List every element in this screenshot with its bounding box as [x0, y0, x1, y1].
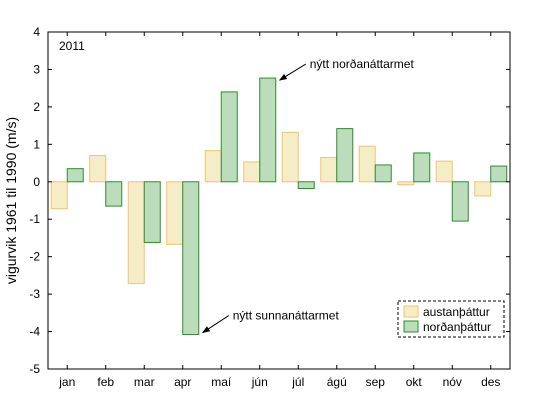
- y-tick-label: 0: [33, 175, 40, 189]
- y-tick-label: -1: [29, 212, 40, 226]
- y-tick-label: -3: [29, 287, 40, 301]
- annotation-arrow: [201, 315, 230, 334]
- x-tick-label-nóv: nóv: [443, 375, 462, 389]
- y-tick-label: 3: [33, 62, 40, 76]
- x-tick-label-maí: maí: [211, 375, 232, 389]
- x-tick-label-jan: jan: [58, 375, 75, 389]
- y-tick-label: 1: [33, 137, 40, 151]
- bar-austan-apr: [166, 181, 184, 245]
- bar-nordan-des: [490, 165, 508, 183]
- x-tick-label-júl: júl: [291, 375, 304, 389]
- bar-nordan-ágú: [336, 128, 354, 183]
- legend-label-nordan: norðanþáttur: [423, 320, 491, 334]
- x-tick-label-apr: apr: [174, 375, 191, 389]
- x-tick-label-mar: mar: [134, 375, 155, 389]
- plot-area: [47, 31, 511, 370]
- axes: -5 -4 -3 -2 -1 0 1 2 3 4 jan feb mar apr maí jún júl ágú s…: [29, 25, 510, 389]
- annotations: nýtt norðanáttarmet nýtt sunnanáttarmet: [201, 57, 415, 334]
- bar-austan-jan: [50, 181, 68, 210]
- bar-austan-sep: [358, 145, 376, 183]
- legend-label-austan: austanþáttur: [423, 305, 490, 319]
- bar-nordan-nóv: [451, 181, 469, 222]
- x-tick-label-sep: sep: [366, 375, 386, 389]
- bar-nordan-júl: [297, 181, 315, 190]
- bar-nordan-jan: [66, 168, 84, 183]
- legend-swatch-nordan: [403, 320, 419, 333]
- y-tick-label: -2: [29, 250, 40, 264]
- bar-nordan-okt: [413, 152, 431, 183]
- bar-nordan-maí: [220, 91, 238, 183]
- bar-austan-des: [474, 181, 492, 197]
- bar-austan-nóv: [435, 160, 453, 183]
- annotation-text: nýtt sunnanáttarmet: [233, 309, 340, 323]
- bar-austan-okt: [397, 181, 415, 186]
- x-tick-label-okt: okt: [406, 375, 423, 389]
- bar-austan-júl: [281, 131, 299, 183]
- bar-nordan-feb: [105, 181, 123, 207]
- y-tick-label: 2: [33, 100, 40, 114]
- bar-nordan-mar: [143, 181, 161, 243]
- year-label: 2011: [59, 39, 85, 53]
- y-tick-label: -4: [29, 325, 40, 339]
- bar-nordan-jún: [259, 77, 277, 183]
- x-tick-label-jún: jún: [251, 375, 268, 389]
- x-tick-label-feb: feb: [97, 375, 114, 389]
- bar-austan-ágú: [320, 156, 338, 183]
- x-tick-label-ágú: ágú: [327, 375, 347, 389]
- legend-swatch-austan: [403, 305, 419, 318]
- bar-nordan-sep: [374, 164, 392, 183]
- bars: [50, 77, 508, 336]
- y-axis-title: vigurvik 1961 til 1990 (m/s): [3, 117, 19, 284]
- bar-austan-mar: [127, 181, 145, 285]
- bar-austan-maí: [204, 150, 222, 183]
- bar-nordan-apr: [182, 181, 200, 336]
- annotation-arrow: [278, 63, 307, 81]
- annotation-text: nýtt norðanáttarmet: [310, 57, 415, 71]
- bar-austan-jún: [243, 161, 261, 183]
- y-tick-label: 4: [33, 25, 40, 39]
- x-tick-label-des: des: [481, 375, 500, 389]
- y-tick-label: -5: [29, 362, 40, 376]
- bar-austan-feb: [89, 155, 107, 183]
- plot-frame: [47, 31, 511, 370]
